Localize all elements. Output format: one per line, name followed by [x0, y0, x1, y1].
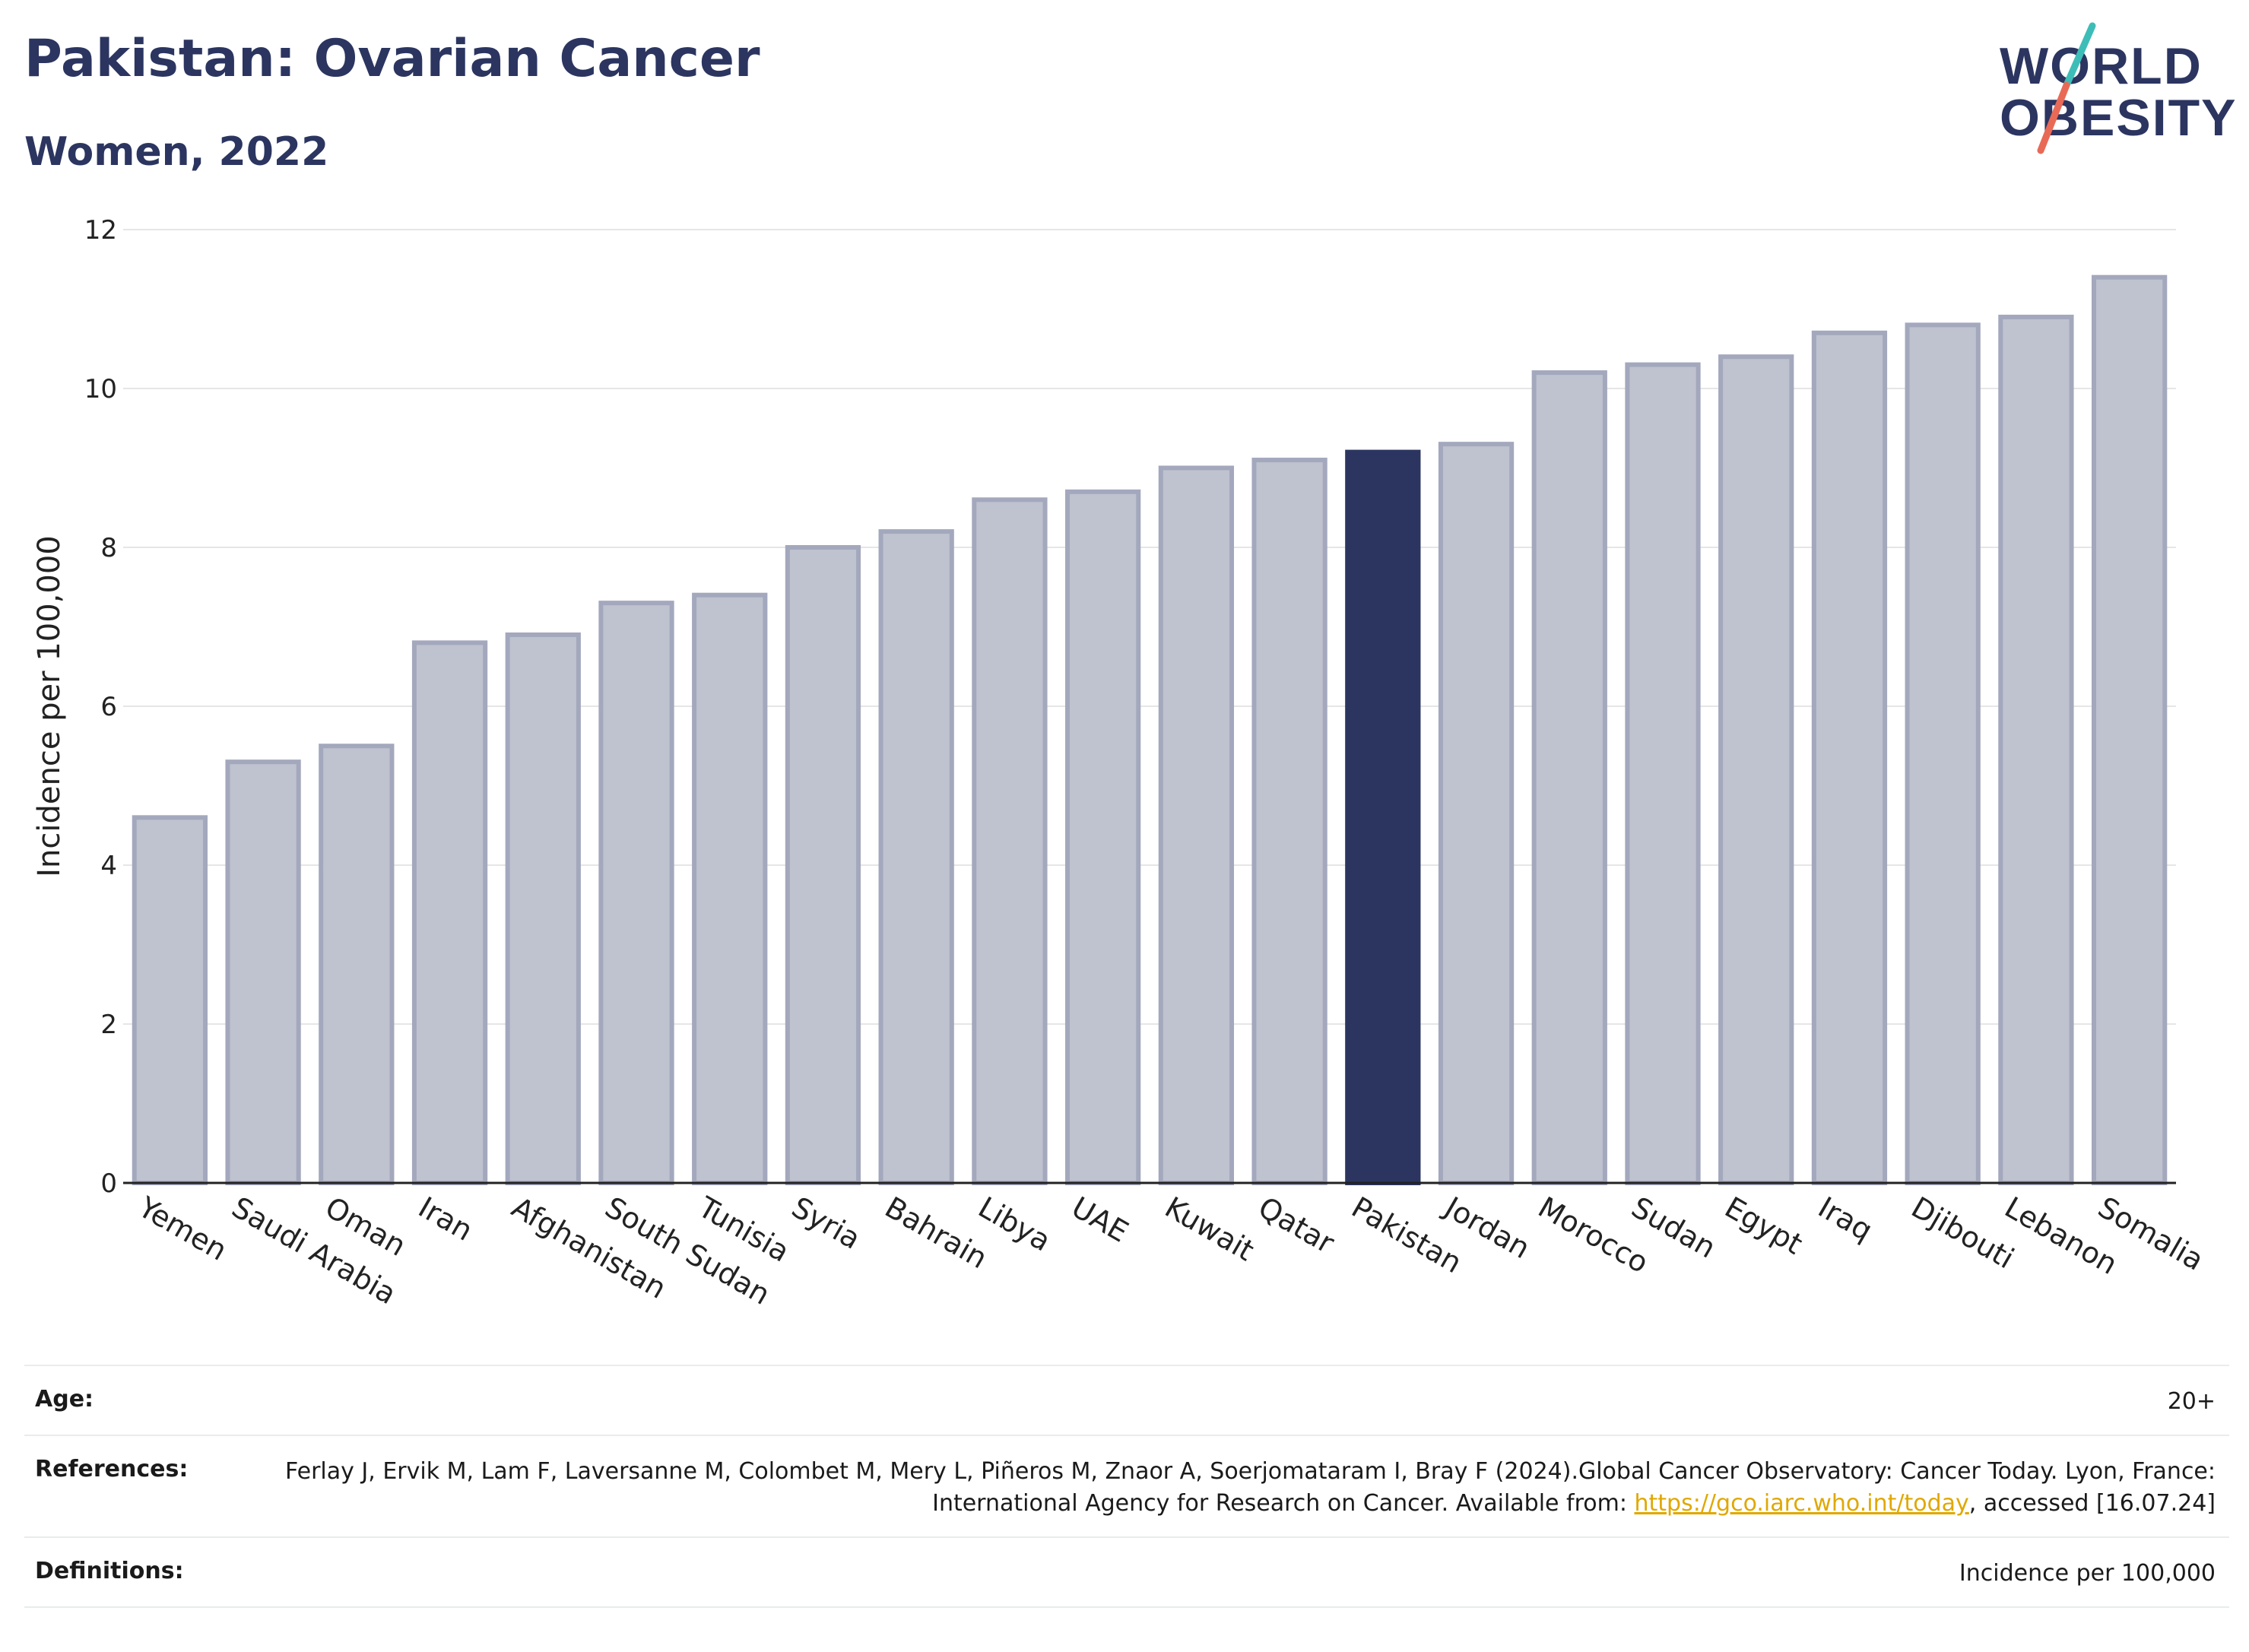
age-value: 20+ — [2167, 1388, 2216, 1415]
bar — [1998, 314, 2074, 1186]
x-tick-label: Iraq — [1813, 1191, 1878, 1248]
bar — [319, 744, 395, 1185]
info-row-definitions: Definitions: Incidence per 100,000 — [24, 1536, 2229, 1608]
bar — [1251, 458, 1328, 1185]
logo-line-2: OBESITY — [2000, 89, 2238, 147]
bar — [878, 529, 954, 1186]
references-link[interactable]: https://gco.iarc.who.int/today — [1634, 1490, 1969, 1517]
references-value: Ferlay J, Ervik M, Lam F, Laversanne M, … — [269, 1456, 2216, 1520]
y-tick-label: 4 — [100, 851, 117, 881]
y-tick-label: 2 — [100, 1010, 117, 1040]
bar — [2092, 274, 2168, 1186]
bar — [132, 815, 208, 1185]
definitions-value: Incidence per 100,000 — [1959, 1560, 2216, 1587]
x-tick-label: Qatar — [1253, 1191, 1340, 1260]
bar — [785, 545, 861, 1185]
bar — [692, 592, 768, 1185]
logo-line-1: WORLD — [2000, 37, 2203, 95]
bar — [598, 601, 674, 1185]
bar — [1158, 465, 1235, 1185]
x-tick-label: Syria — [786, 1191, 866, 1256]
y-axis-label: Incidence per 100,000 — [32, 535, 67, 877]
x-tick-label: Egypt — [1719, 1191, 1808, 1261]
bar — [411, 640, 488, 1185]
x-tick-label: Kuwait — [1159, 1191, 1260, 1268]
definitions-label: Definitions: — [35, 1558, 184, 1584]
page-title: Pakistan: Ovarian Cancer — [24, 29, 760, 89]
world-obesity-logo: WORLD OBESITY — [1984, 21, 2243, 166]
y-tick-label: 10 — [84, 374, 117, 404]
x-tick-label: Bahrain — [880, 1191, 993, 1276]
y-tick-label: 0 — [100, 1168, 117, 1199]
y-axis-ticks: 0 2 4 6 8 10 12 — [84, 215, 117, 1199]
x-tick-label: UAE — [1066, 1191, 1134, 1249]
bar — [225, 759, 301, 1185]
page-subtitle: Women, 2022 — [24, 129, 329, 175]
bar — [972, 497, 1048, 1185]
age-label: Age: — [35, 1386, 94, 1413]
references-label: References: — [35, 1456, 189, 1482]
bar — [1811, 330, 1888, 1186]
bar-highlighted — [1345, 449, 1421, 1186]
bar — [1531, 370, 1607, 1186]
bar — [1065, 489, 1141, 1186]
info-row-references: References: Ferlay J, Ervik M, Lam F, La… — [24, 1435, 2229, 1536]
y-tick-label: 6 — [100, 692, 117, 722]
logo-slash-icon — [2037, 22, 2096, 154]
bar — [505, 632, 581, 1185]
x-tick-label: Djibouti — [1906, 1191, 2020, 1276]
x-tick-label: Yemen — [132, 1190, 233, 1267]
info-row-age: Age: 20+ — [24, 1365, 2229, 1435]
bar — [1718, 354, 1794, 1186]
bar — [1625, 362, 1701, 1185]
references-accessed: , accessed [16.07.24] — [1968, 1490, 2216, 1517]
bar — [1438, 442, 1515, 1185]
y-tick-label: 8 — [100, 533, 117, 563]
chart-bars — [132, 274, 2168, 1186]
x-tick-label: Iran — [413, 1191, 478, 1248]
bar — [1905, 322, 1981, 1185]
y-tick-label: 12 — [84, 215, 117, 246]
references-text: Ferlay J, Ervik M, Lam F, Laversanne M, … — [285, 1458, 2216, 1517]
info-table: Age: 20+ References: Ferlay J, Ervik M, … — [24, 1365, 2229, 1608]
